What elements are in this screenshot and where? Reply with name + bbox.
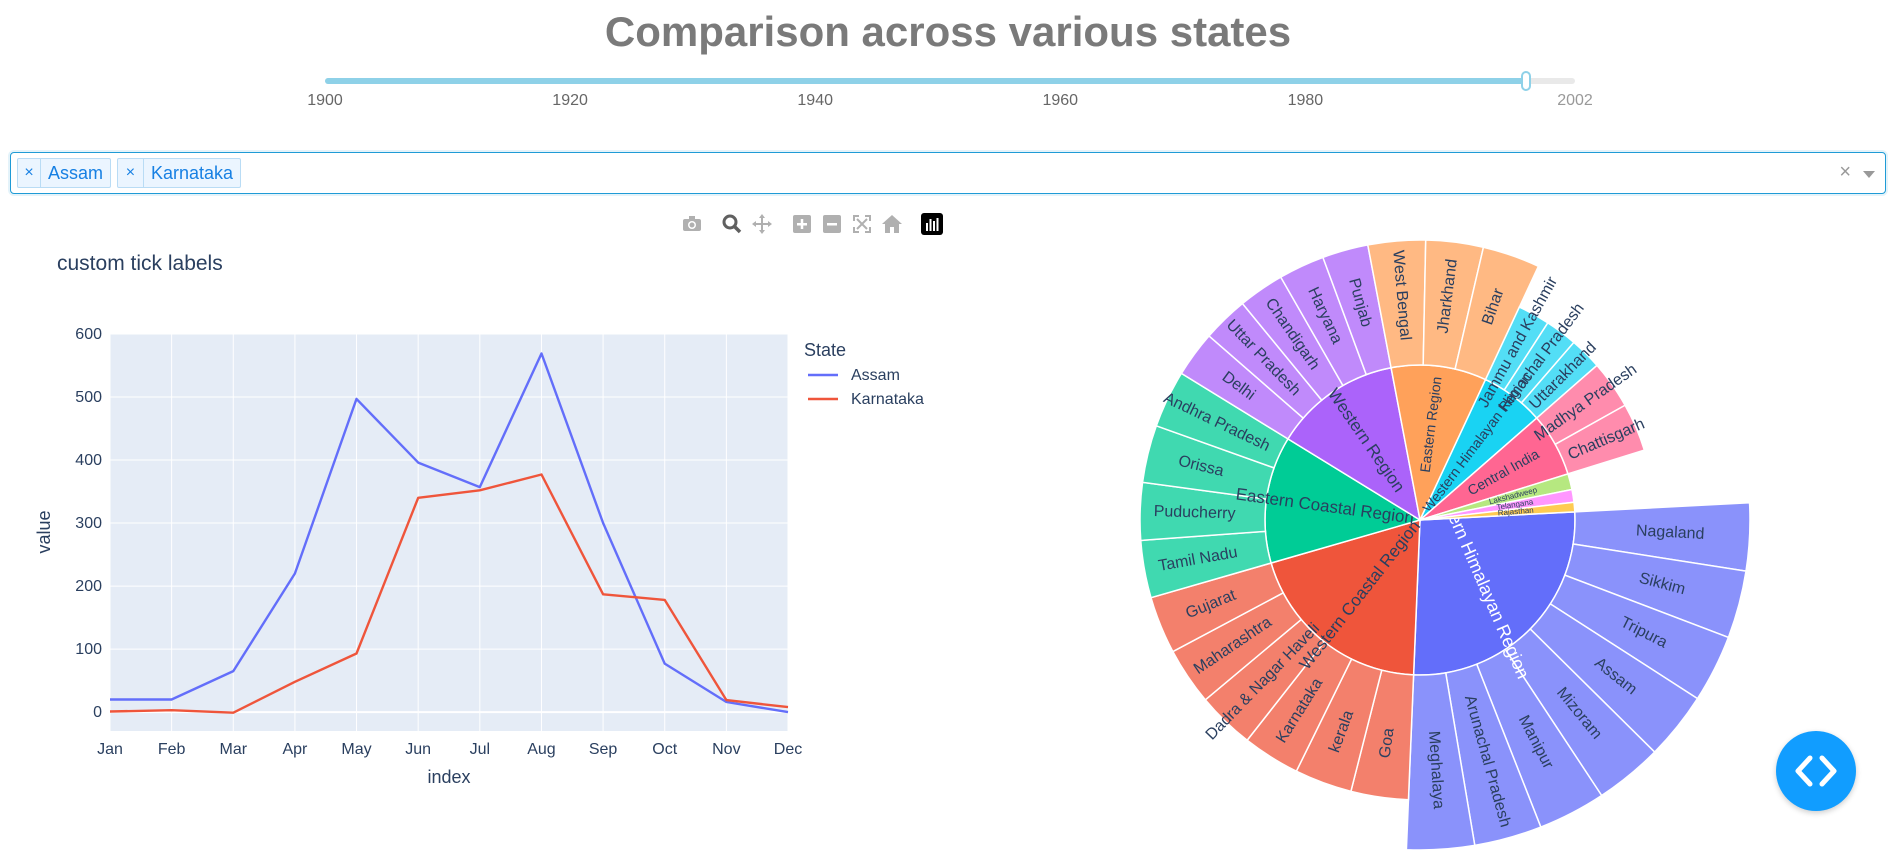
legend-item-karnataka[interactable]: Karnataka [808, 391, 924, 408]
page-title: Comparison across various states [604, 8, 1292, 55]
sunburst-region-rajasthan[interactable] [1419, 501, 1576, 521]
reset-axes-icon[interactable] [880, 212, 904, 236]
x-tick-label: Aug [527, 741, 555, 758]
series-line-assam[interactable] [110, 352, 789, 714]
zoom-icon[interactable] [720, 212, 744, 236]
y-tick-label: 500 [75, 389, 102, 406]
x-tick-label: Jul [470, 741, 490, 758]
y-tick-label: 100 [75, 641, 102, 658]
line-chart[interactable]: custom tick labels 0 100 200 300 400 500 600 J… [0, 240, 960, 800]
sunburst-outer-label: Meghalaya [1425, 730, 1447, 809]
x-tick-label: Dec [774, 741, 802, 758]
dash-debug-button[interactable] [1776, 731, 1856, 811]
x-tick-label: Nov [712, 741, 740, 758]
x-tick-label: Apr [282, 741, 308, 758]
zoom-in-icon[interactable] [790, 212, 814, 236]
slider-handle[interactable] [1520, 71, 1531, 91]
series-line-karnataka[interactable] [109, 473, 789, 714]
sunburst-region-western-coastal-region[interactable] [1150, 518, 1421, 801]
remove-tag-icon[interactable]: × [18, 159, 41, 187]
sunburst-region-western-himalayan-region[interactable] [1419, 306, 1599, 521]
x-tick-label: Sep [589, 741, 618, 758]
chart-title: custom tick labels [57, 252, 223, 275]
grid-lines [109, 333, 789, 731]
y-tick-label: 0 [93, 704, 102, 721]
slider-mark-label[interactable]: 1900 [307, 92, 343, 109]
sunburst-region-eastern-region[interactable] [1366, 239, 1540, 523]
y-tick-labels: 0 100 200 300 400 500 600 [75, 326, 102, 721]
autoscale-icon[interactable] [850, 212, 874, 236]
plot-area[interactable] [110, 334, 788, 731]
camera-icon[interactable] [680, 212, 704, 236]
selected-tag-karnataka: × Karnataka [117, 158, 241, 188]
x-tick-label: May [341, 741, 371, 758]
x-tick-label: Feb [158, 741, 186, 758]
clear-all-icon[interactable]: × [1839, 161, 1851, 183]
state-multiselect[interactable]: × Assam × Karnataka × [10, 152, 1886, 194]
y-tick-label: 600 [75, 326, 102, 343]
legend-item-assam[interactable]: Assam [808, 367, 900, 384]
pan-icon[interactable] [750, 212, 774, 236]
x-tick-label: Jun [405, 741, 431, 758]
legend-label: Karnataka [851, 391, 924, 408]
y-tick-label: 300 [75, 515, 102, 532]
tag-label: Assam [47, 162, 103, 183]
code-brackets-icon [1795, 755, 1837, 787]
x-tick-label: Oct [652, 741, 677, 758]
sunburst-region-eastern-coastal-region[interactable] [1139, 372, 1422, 599]
slider-mark-label[interactable]: 1960 [1042, 92, 1079, 109]
tag-label: Karnataka [150, 162, 233, 183]
legend-title: State [804, 340, 846, 360]
sunburst-chart[interactable]: Eastern Himalayan Region NagalandSikkimTr… [1080, 210, 1780, 850]
selected-tag-assam: × Assam [17, 158, 111, 188]
slider-mark-label[interactable]: 1940 [797, 92, 833, 109]
sunburst-outer-label: Nagaland [1636, 522, 1705, 543]
sunburst-inner-label: Rajasthan [1497, 506, 1534, 518]
sunburst-outer-label: Puducherry [1153, 503, 1235, 523]
remove-tag-icon[interactable]: × [118, 159, 144, 187]
y-tick-label: 400 [75, 452, 102, 469]
y-tick-label: 200 [75, 578, 102, 595]
x-tick-label: Jan [97, 741, 123, 758]
x-tick-label: Mar [219, 741, 247, 758]
x-tick-labels: Jan Feb Mar Apr May Jun Jul Aug Sep Oct Nov Dec [97, 741, 802, 758]
legend-label: Assam [851, 367, 900, 384]
sunburst-outer-label: Goa [1376, 727, 1397, 759]
sunburst-region-western-region[interactable] [1180, 244, 1422, 522]
legend: State Assam Karnataka [804, 340, 924, 408]
chevron-down-icon[interactable] [1863, 171, 1875, 178]
y-axis-label: value [34, 510, 54, 553]
slider-track [325, 78, 1526, 84]
slider-mark-label[interactable]: 2002 [1557, 92, 1593, 109]
series-lines [109, 352, 789, 714]
slider-mark-label[interactable]: 1920 [552, 92, 588, 109]
sunburst-inner-wedge[interactable] [1419, 501, 1576, 521]
year-slider[interactable]: 1900 1920 1940 1960 1980 2002 [307, 71, 1593, 112]
slider-mark-label[interactable]: 1980 [1287, 92, 1324, 109]
x-axis-label: index [427, 767, 470, 787]
plotly-logo-icon[interactable] [920, 212, 944, 236]
zoom-out-icon[interactable] [820, 212, 844, 236]
